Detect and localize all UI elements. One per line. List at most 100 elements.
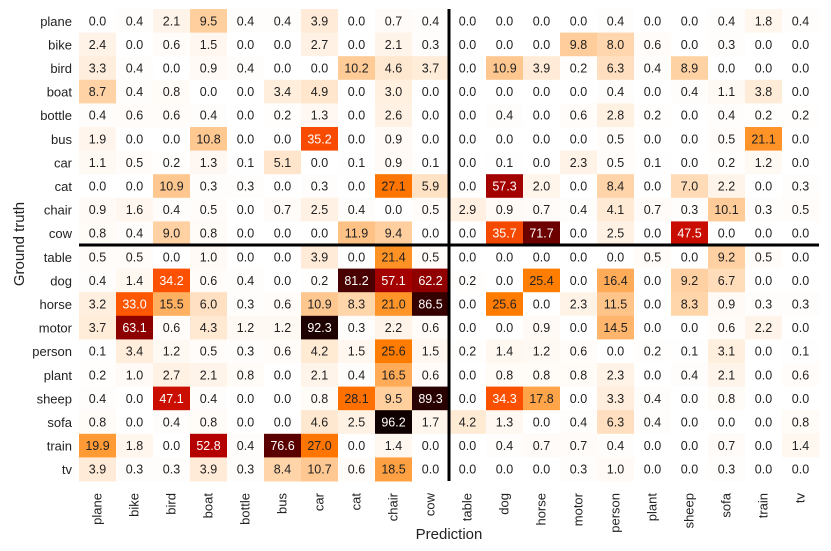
heatmap-cell bbox=[449, 32, 487, 57]
cell-value-label: 0.0 bbox=[792, 274, 809, 288]
cell-value-label: 0.6 bbox=[126, 109, 143, 123]
cell-value-label: 1.1 bbox=[89, 156, 106, 170]
heatmap-cell bbox=[227, 150, 265, 175]
heatmap-cell bbox=[708, 457, 746, 482]
x-tick-label: dog bbox=[497, 493, 512, 515]
heatmap-cell bbox=[301, 150, 339, 175]
heatmap-cell bbox=[708, 9, 746, 34]
cell-value-label: 0.0 bbox=[755, 62, 772, 76]
heatmap-cell bbox=[153, 103, 191, 128]
cell-value-label: 0.0 bbox=[237, 132, 254, 146]
heatmap-cell bbox=[671, 363, 709, 388]
heatmap-cell bbox=[449, 197, 487, 222]
heatmap-cell bbox=[301, 245, 339, 270]
cell-value-label: 33.0 bbox=[122, 298, 146, 312]
cell-value-label: 1.4 bbox=[496, 345, 513, 359]
heatmap-cell bbox=[486, 79, 524, 104]
heatmap-cell bbox=[79, 457, 117, 482]
cell-value-label: 52.8 bbox=[196, 439, 220, 453]
heatmap-cell bbox=[79, 56, 117, 81]
cell-value-label: 2.7 bbox=[163, 368, 180, 382]
cell-value-label: 0.0 bbox=[755, 439, 772, 453]
cell-value-label: 2.5 bbox=[348, 416, 365, 430]
heatmap-cell bbox=[116, 127, 154, 152]
cell-value-label: 0.0 bbox=[348, 109, 365, 123]
heatmap-cell bbox=[745, 363, 783, 388]
cell-value-label: 0.4 bbox=[274, 14, 291, 28]
heatmap-cell bbox=[116, 32, 154, 57]
heatmap-cell bbox=[153, 56, 191, 81]
heatmap-cell bbox=[190, 292, 228, 317]
cell-value-label: 0.0 bbox=[89, 180, 106, 194]
cell-value-label: 0.1 bbox=[644, 156, 661, 170]
heatmap-cell bbox=[745, 245, 783, 270]
cell-value-label: 1.0 bbox=[126, 368, 143, 382]
cell-value-label: 0.0 bbox=[496, 38, 513, 52]
cell-value-label: 0.3 bbox=[237, 463, 254, 477]
heatmap-cell bbox=[745, 127, 783, 152]
heatmap-cell bbox=[264, 268, 302, 293]
cell-value-label: 6.3 bbox=[607, 62, 624, 76]
heatmap-cell bbox=[264, 103, 302, 128]
cell-value-label: 0.0 bbox=[755, 274, 772, 288]
cell-value-label: 8.0 bbox=[607, 38, 624, 52]
heatmap-cell bbox=[338, 268, 376, 293]
cell-value-label: 0.0 bbox=[459, 156, 476, 170]
heatmap-cell bbox=[486, 103, 524, 128]
cell-value-label: 10.9 bbox=[159, 180, 183, 194]
cell-value-label: 0.2 bbox=[644, 345, 661, 359]
y-tick-label: tv bbox=[62, 462, 73, 477]
cell-value-label: 0.0 bbox=[644, 180, 661, 194]
heatmap-cell bbox=[301, 56, 339, 81]
heatmap-cell bbox=[782, 197, 820, 222]
heatmap-cell bbox=[190, 127, 228, 152]
cell-value-label: 1.2 bbox=[163, 345, 180, 359]
heatmap-cell bbox=[412, 127, 450, 152]
cell-value-label: 0.0 bbox=[422, 463, 439, 477]
cell-value-label: 0.4 bbox=[496, 439, 513, 453]
heatmap-cell bbox=[301, 339, 339, 364]
heatmap-cell bbox=[153, 292, 191, 317]
heatmap-cell bbox=[523, 410, 561, 435]
heatmap-cell bbox=[449, 268, 487, 293]
heatmap-cell bbox=[190, 174, 228, 199]
cell-value-label: 0.2 bbox=[459, 274, 476, 288]
cell-value-label: 0.4 bbox=[607, 439, 624, 453]
cell-value-label: 0.9 bbox=[385, 132, 402, 146]
cell-value-label: 0.9 bbox=[496, 203, 513, 217]
cell-value-label: 3.9 bbox=[89, 463, 106, 477]
cell-value-label: 0.0 bbox=[422, 439, 439, 453]
heatmap-cell bbox=[634, 386, 672, 411]
heatmap-cell bbox=[153, 197, 191, 222]
heatmap-cell bbox=[634, 363, 672, 388]
cell-value-label: 8.4 bbox=[274, 463, 291, 477]
cell-value-label: 0.0 bbox=[681, 321, 698, 335]
heatmap-cell bbox=[745, 79, 783, 104]
cell-value-label: 0.8 bbox=[163, 85, 180, 99]
cell-value-label: 21.0 bbox=[381, 298, 405, 312]
cell-value-label: 47.1 bbox=[159, 392, 183, 406]
cell-value-label: 3.1 bbox=[718, 345, 735, 359]
heatmap-cell bbox=[708, 56, 746, 81]
heatmap-cell bbox=[708, 32, 746, 57]
cell-value-label: 0.0 bbox=[237, 85, 254, 99]
x-tick-label: tv bbox=[793, 493, 808, 504]
cell-value-label: 0.3 bbox=[755, 203, 772, 217]
cell-value-label: 1.5 bbox=[200, 38, 217, 52]
cell-value-label: 0.3 bbox=[570, 463, 587, 477]
heatmap-cell bbox=[449, 363, 487, 388]
cell-value-label: 28.1 bbox=[344, 392, 368, 406]
cell-value-label: 4.6 bbox=[385, 62, 402, 76]
x-tick-label: horse bbox=[534, 493, 549, 526]
heatmap-cell bbox=[79, 103, 117, 128]
cell-value-label: 0.0 bbox=[792, 132, 809, 146]
cell-value-label: 0.0 bbox=[755, 180, 772, 194]
cell-value-label: 0.2 bbox=[89, 368, 106, 382]
heatmap-cell bbox=[190, 339, 228, 364]
heatmap-cell bbox=[671, 103, 709, 128]
cell-value-label: 0.0 bbox=[237, 109, 254, 123]
cell-value-label: 0.0 bbox=[274, 180, 291, 194]
cell-value-label: 0.0 bbox=[644, 298, 661, 312]
cell-value-label: 9.4 bbox=[385, 227, 402, 241]
